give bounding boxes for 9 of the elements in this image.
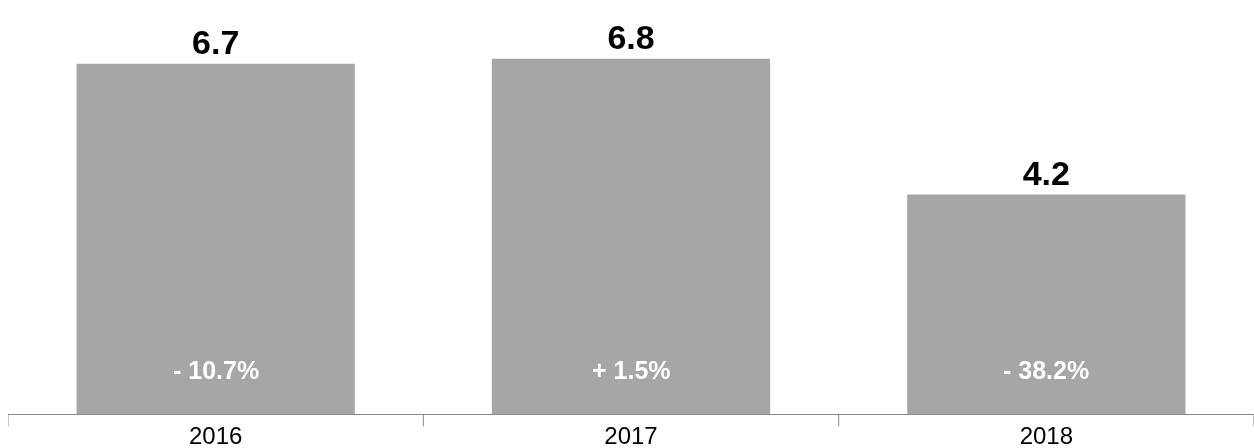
x-tick-label: 2017 (604, 421, 658, 448)
data-label: 4.2 (1022, 153, 1070, 192)
x-tick-label: 2018 (1019, 421, 1074, 448)
annotation: - 10.7% (173, 356, 260, 384)
annotation: - 38.2% (1003, 356, 1090, 384)
annotation: + 1.5% (592, 356, 671, 384)
data-label: 6.8 (607, 17, 655, 56)
x-tick-label: 2016 (188, 421, 243, 448)
data-label: 6.7 (192, 22, 240, 61)
